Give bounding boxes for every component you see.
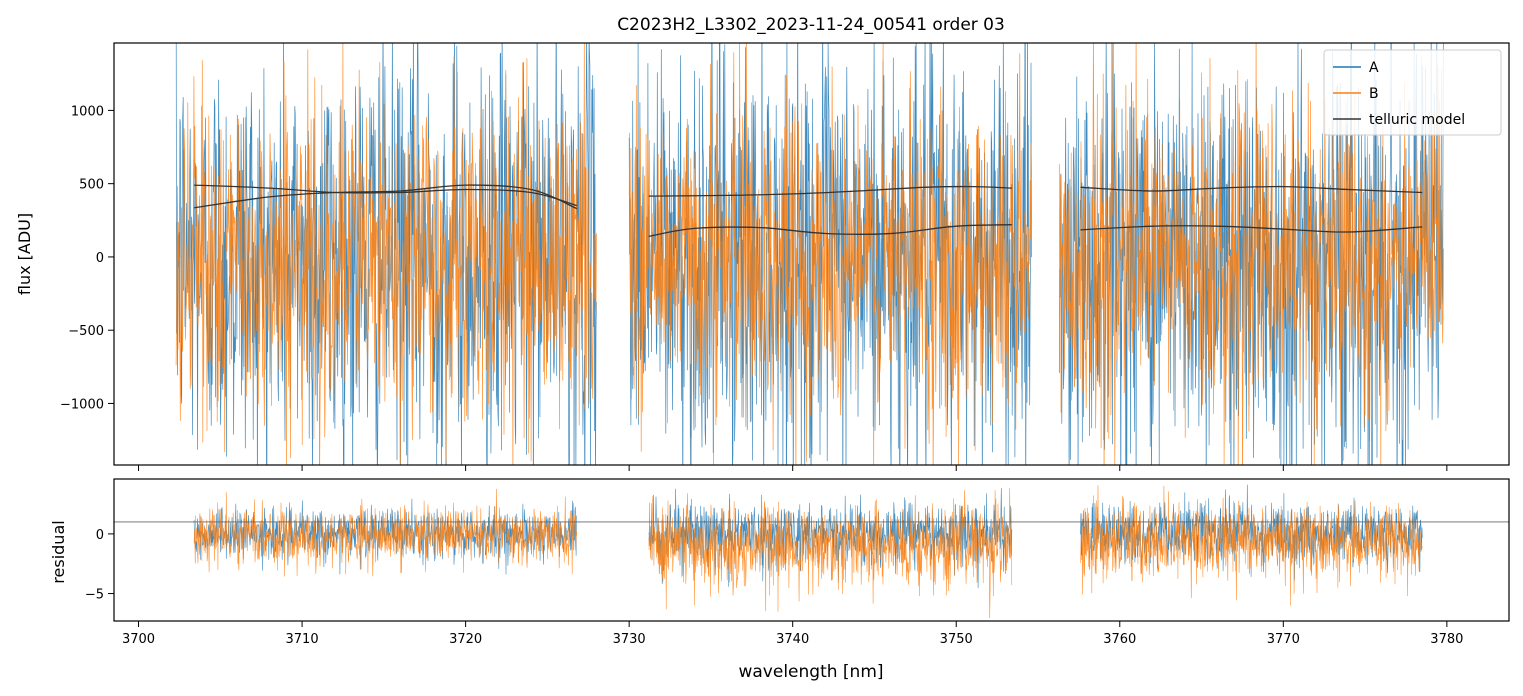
xtick-label: 3730 bbox=[613, 632, 646, 647]
residual-ylabel: residual bbox=[49, 520, 68, 583]
residual-x-axis: 3700 3710 3720 3730 3740 3750 3760 3770 3780 bbox=[122, 621, 1463, 647]
residual-series-layer bbox=[114, 484, 1509, 619]
xtick-label: 3780 bbox=[1430, 632, 1463, 647]
main-series-layer bbox=[175, 43, 1444, 465]
ytick-label: 0 bbox=[96, 528, 104, 543]
chart-title: C2023H2_L3302_2023-11-24_00541 order 03 bbox=[617, 15, 1005, 35]
legend-box bbox=[1323, 49, 1502, 136]
ytick-label: 500 bbox=[79, 178, 104, 193]
telluric-model-curve-4 bbox=[648, 224, 1012, 238]
telluric-model-curve-3 bbox=[648, 185, 1012, 197]
xtick-label: 3710 bbox=[286, 632, 319, 647]
ytick-label: −5 bbox=[85, 588, 104, 603]
telluric-model-curve-1 bbox=[194, 184, 577, 207]
ytick-label: 0 bbox=[96, 251, 104, 266]
residual-xlabel: wavelength [nm] bbox=[738, 662, 883, 682]
main-panel: −1000 −500 0 500 1000 flux [ADU] A B telluri… bbox=[15, 42, 1510, 471]
residual-y-axis: −5 0 bbox=[85, 528, 114, 603]
legend-label-a: A bbox=[1369, 60, 1379, 76]
xtick-label: 3760 bbox=[1103, 632, 1136, 647]
series-a-segment-3 bbox=[1058, 43, 1444, 465]
ytick-label: −1000 bbox=[60, 397, 104, 412]
xtick-label: 3770 bbox=[1267, 632, 1300, 647]
xtick-label: 3740 bbox=[776, 632, 809, 647]
legend-label-b: B bbox=[1369, 86, 1379, 102]
xtick-label: 3700 bbox=[122, 632, 155, 647]
legend: A B telluric model bbox=[1323, 49, 1502, 136]
telluric-model-curve-2 bbox=[194, 184, 578, 210]
series-a-segment-1 bbox=[175, 43, 597, 465]
main-ylabel: flux [ADU] bbox=[15, 213, 34, 295]
residual-b-segment-1 bbox=[193, 488, 578, 577]
residual-frame bbox=[113, 478, 1510, 622]
main-y-axis: −1000 −500 0 500 1000 bbox=[60, 104, 114, 412]
series-b-segment-2 bbox=[628, 43, 1032, 465]
residual-b-segment-3 bbox=[1080, 485, 1423, 606]
telluric-model-curve-5 bbox=[1080, 185, 1423, 194]
main-frame bbox=[113, 42, 1510, 466]
main-x-axis bbox=[138, 465, 1448, 471]
xtick-label: 3720 bbox=[449, 632, 482, 647]
ytick-label: −500 bbox=[68, 324, 104, 339]
series-b-segment-1 bbox=[175, 43, 597, 465]
telluric-model-curve-6 bbox=[1080, 225, 1423, 233]
residual-b-segment-2 bbox=[648, 488, 1013, 619]
series-b-segment-3 bbox=[1058, 43, 1444, 465]
residual-panel: −5 0 3700 3710 3720 3730 3740 3750 3760 3770 3780… bbox=[49, 478, 1510, 682]
xtick-label: 3750 bbox=[940, 632, 973, 647]
legend-label-telluric: telluric model bbox=[1369, 112, 1465, 128]
ytick-label: 1000 bbox=[71, 104, 104, 119]
